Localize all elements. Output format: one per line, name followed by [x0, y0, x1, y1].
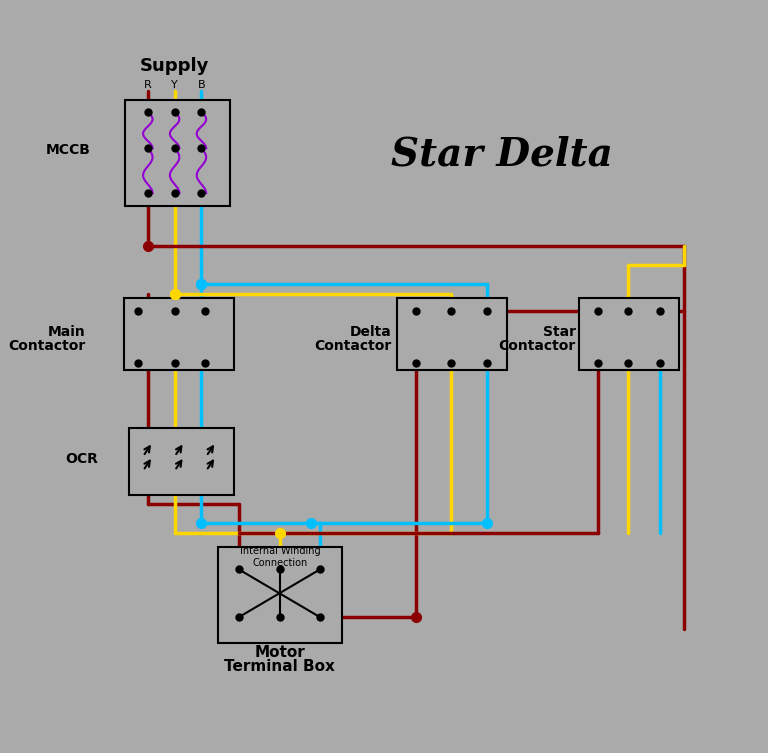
- Text: Contactor: Contactor: [498, 340, 576, 353]
- Text: Contactor: Contactor: [315, 340, 392, 353]
- Text: Y: Y: [171, 80, 178, 90]
- Text: OCR: OCR: [65, 453, 98, 466]
- Text: Motor: Motor: [254, 645, 305, 660]
- Bar: [217, 547, 342, 643]
- Bar: [396, 298, 507, 370]
- Text: Star Delta: Star Delta: [391, 136, 613, 174]
- Text: Star: Star: [543, 325, 576, 339]
- Text: Internal Winding
Connection: Internal Winding Connection: [240, 546, 320, 568]
- Text: R: R: [144, 80, 152, 90]
- Bar: [129, 428, 234, 495]
- Bar: [125, 100, 230, 206]
- Text: Contactor: Contactor: [8, 340, 85, 353]
- Text: Supply: Supply: [140, 57, 210, 75]
- Bar: [124, 298, 234, 370]
- Bar: [578, 298, 679, 370]
- Text: Main: Main: [48, 325, 85, 339]
- Text: Delta: Delta: [350, 325, 392, 339]
- Text: Terminal Box: Terminal Box: [224, 660, 336, 675]
- Text: B: B: [197, 80, 205, 90]
- Text: MCCB: MCCB: [45, 143, 91, 157]
